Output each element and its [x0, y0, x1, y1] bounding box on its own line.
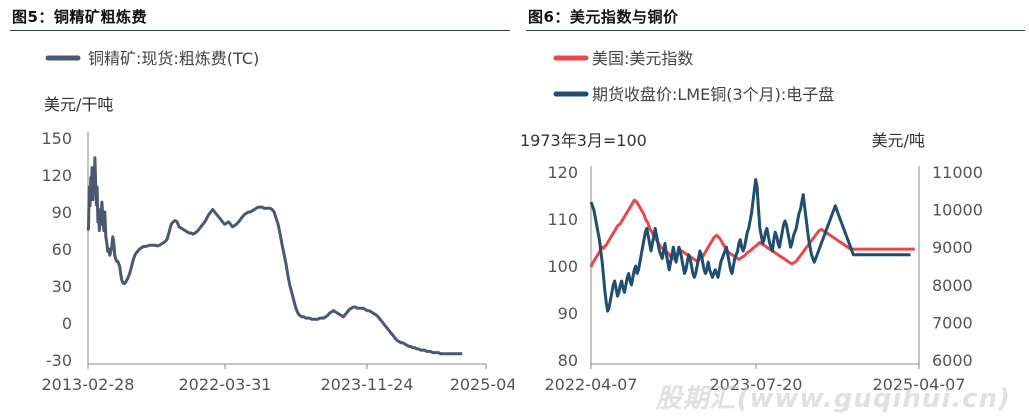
left-panel: 图5：铜精矿粗炼费 铜精矿:现货:粗炼费(TC) 美元/干吨 -30 0 30 60 90 1…: [0, 0, 514, 419]
x-tick-label: 2023-11-24: [321, 375, 414, 394]
right-panel: 图6：美元指数与铜价 美国:美元指数期货收盘价:LME铜(3个月):电子盘 197…: [516, 0, 1029, 419]
left-y-tick-label: 110: [547, 210, 578, 229]
right-y-tick-label: 8000: [932, 276, 973, 295]
y-tick-label: 150: [41, 129, 72, 148]
y-tick-label: 0: [62, 314, 72, 333]
watermark: 股期汇(www.guqihui.cn): [655, 384, 1011, 414]
x-tick-label: 2025-04-07: [873, 375, 966, 394]
y-tick-label: 60: [52, 240, 72, 259]
right-y-tick-label: 10000: [932, 201, 983, 220]
y-tick-label: 90: [52, 203, 72, 222]
left-y-tick-label: 120: [547, 163, 578, 182]
series-line-dxy: [589, 198, 915, 268]
x-tick-label: 2022-04-07: [545, 375, 638, 394]
legend-label-lme: 期货收盘价:LME铜(3个月):电子盘: [592, 85, 834, 104]
legend-label-dxy: 美国:美元指数: [592, 49, 693, 68]
x-tick-label: 2025-04-: [450, 375, 514, 394]
y-tick-label: 30: [52, 277, 72, 296]
tc-line-chart: 铜精矿:现货:粗炼费(TC) 美元/干吨 -30 0 30 60 90 120 150 2013-…: [41, 49, 514, 394]
y-axis-unit-label: 美元/干吨: [44, 95, 113, 114]
series-line-lme: [589, 178, 911, 313]
x-tick-label: 2023-07-20: [710, 375, 803, 394]
right-y-tick-label: 11000: [932, 163, 983, 182]
y-tick-label: -30: [46, 351, 72, 370]
right-y-tick-label: 9000: [932, 238, 973, 257]
right-title-rule: [526, 30, 1025, 31]
left-y-tick-label: 90: [558, 304, 578, 323]
left-y-tick-label: 100: [547, 257, 578, 276]
y-tick-label: 120: [41, 166, 72, 185]
right-y-tick-label: 7000: [932, 313, 973, 332]
right-y-tick-label: 6000: [932, 351, 973, 370]
right-axis-unit-label: 美元/吨: [872, 131, 925, 150]
x-tick-label: 2022-03-31: [179, 375, 272, 394]
left-axis-unit-label: 1973年3月=100: [520, 131, 647, 150]
left-y-tick-label: 80: [558, 351, 578, 370]
right-figure-title: 图6：美元指数与铜价: [528, 8, 679, 26]
series-line-tc: [86, 156, 463, 356]
x-tick-label: 2013-02-28: [42, 375, 135, 394]
left-figure-title: 图5：铜精矿粗炼费: [12, 8, 147, 26]
left-title-rule: [10, 30, 510, 31]
legend-label-tc: 铜精矿:现货:粗炼费(TC): [88, 49, 259, 68]
